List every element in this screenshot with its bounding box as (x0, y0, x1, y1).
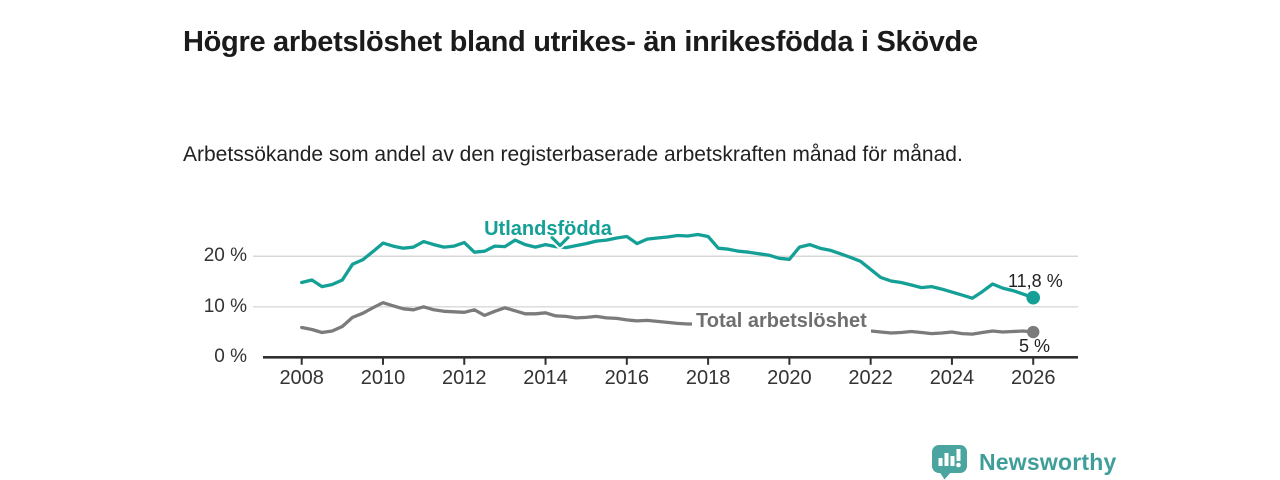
x-axis-label: 2020 (767, 367, 812, 389)
y-axis-label: 0 % (214, 346, 247, 368)
bar-chart-speech-bubble-icon (932, 445, 967, 480)
end-value-label-utlandsfodda: 11,8 % (1008, 271, 1063, 291)
end-dot-0 (1026, 290, 1041, 305)
newsworthy-logo: Newsworthy (931, 444, 1116, 480)
x-axis-label: 2008 (279, 367, 324, 389)
series-label-total-arbetsloshet: Total arbetslöshet (692, 309, 871, 334)
x-axis-label: 2024 (929, 367, 975, 389)
x-axis-label: 2026 (1010, 367, 1056, 389)
series-label-utlandsfodda: Utlandsfödda (484, 218, 612, 240)
series-line-0 (300, 232, 1035, 300)
x-axis-label: 2014 (523, 367, 568, 389)
x-axis-label: 2016 (604, 367, 650, 389)
x-axis-label: 2018 (685, 367, 731, 389)
page-title: Högre arbetslöshet bland utrikes- än inr… (183, 26, 978, 59)
x-axis-label: 2022 (848, 367, 893, 389)
y-axis-label: 10 % (203, 295, 247, 317)
x-axis-label: 2010 (360, 367, 406, 389)
y-axis-label: 20 % (203, 245, 247, 267)
page-subtitle: Arbetssökande som andel av den registerb… (183, 143, 963, 166)
series-line-1 (300, 301, 1035, 336)
logo-text: Newsworthy (979, 448, 1117, 475)
x-axis-label: 2012 (442, 367, 487, 389)
end-value-label-total: 5 % (1019, 336, 1051, 356)
